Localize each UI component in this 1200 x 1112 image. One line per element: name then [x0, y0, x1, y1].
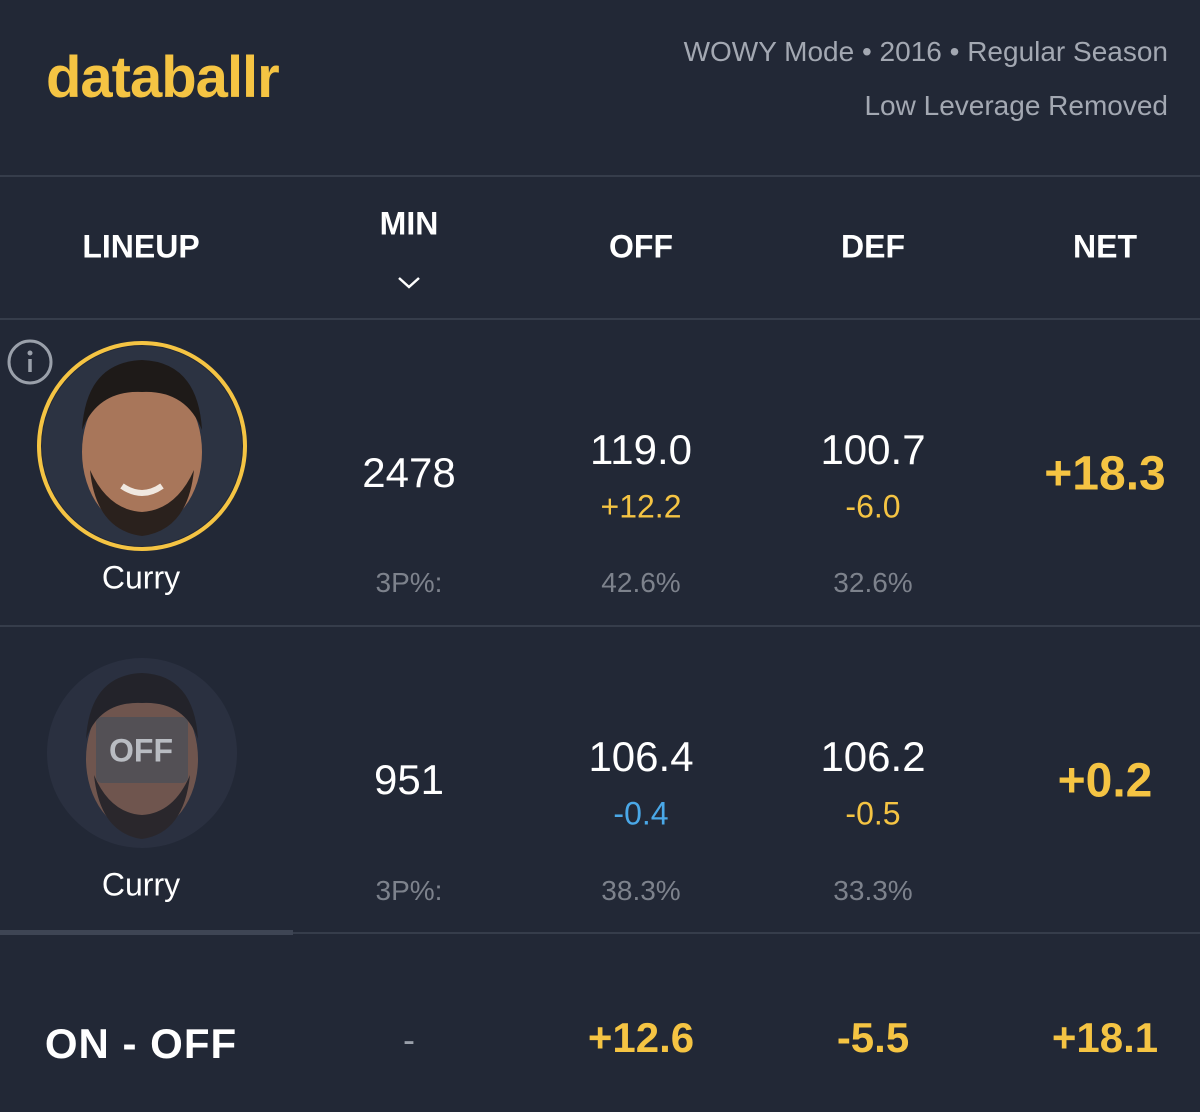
net-rating: +18.3 — [1044, 447, 1166, 501]
def-rating: 106.2 — [820, 733, 926, 780]
summary-net: +18.1 — [1051, 1014, 1159, 1061]
row-highlight — [0, 930, 293, 935]
logo[interactable]: databallr — [46, 45, 280, 110]
minutes: 951 — [373, 756, 445, 803]
column-header[interactable]: MIN — [379, 205, 439, 242]
info-icon[interactable] — [4, 338, 56, 388]
player-name: Curry — [101, 559, 181, 596]
net-rating: +0.2 — [1057, 754, 1153, 808]
column-header: OFF — [609, 228, 673, 265]
off-diff: -0.4 — [613, 795, 669, 832]
shooting-label: 3P%: — [375, 875, 443, 906]
filter-note: Low Leverage Removed — [864, 90, 1168, 121]
summary-def: -5.5 — [836, 1014, 910, 1061]
player-name: Curry — [101, 866, 181, 903]
column-header: DEF — [841, 228, 905, 265]
divider — [0, 625, 1200, 627]
off-diff: +12.2 — [600, 488, 682, 525]
def-3p: 32.6% — [833, 567, 913, 598]
player-photo — [47, 658, 237, 848]
off-rating: 119.0 — [590, 426, 692, 473]
summary-off: +12.6 — [587, 1014, 695, 1061]
sort-chevron[interactable] — [397, 276, 421, 290]
summary-min: - — [403, 1019, 415, 1060]
def-diff: -6.0 — [845, 488, 901, 525]
off-badge: OFF — [109, 732, 173, 769]
column-header: LINEUP — [82, 228, 200, 265]
off-rating: 106.4 — [588, 733, 694, 780]
divider — [0, 175, 1200, 177]
summary-label: ON - OFF — [44, 1020, 238, 1067]
off-3p: 38.3% — [601, 875, 681, 906]
def-rating: 100.7 — [820, 426, 926, 473]
mode-subtitle: WOWY Mode • 2016 • Regular Season — [683, 36, 1168, 67]
def-3p: 33.3% — [833, 875, 913, 906]
shooting-label: 3P%: — [375, 567, 443, 598]
player-photo — [37, 341, 247, 551]
off-3p: 42.6% — [601, 567, 681, 598]
def-diff: -0.5 — [845, 795, 901, 832]
divider — [0, 932, 1200, 934]
minutes: 2478 — [362, 449, 456, 496]
divider — [0, 318, 1200, 320]
column-header: NET — [1073, 228, 1137, 265]
